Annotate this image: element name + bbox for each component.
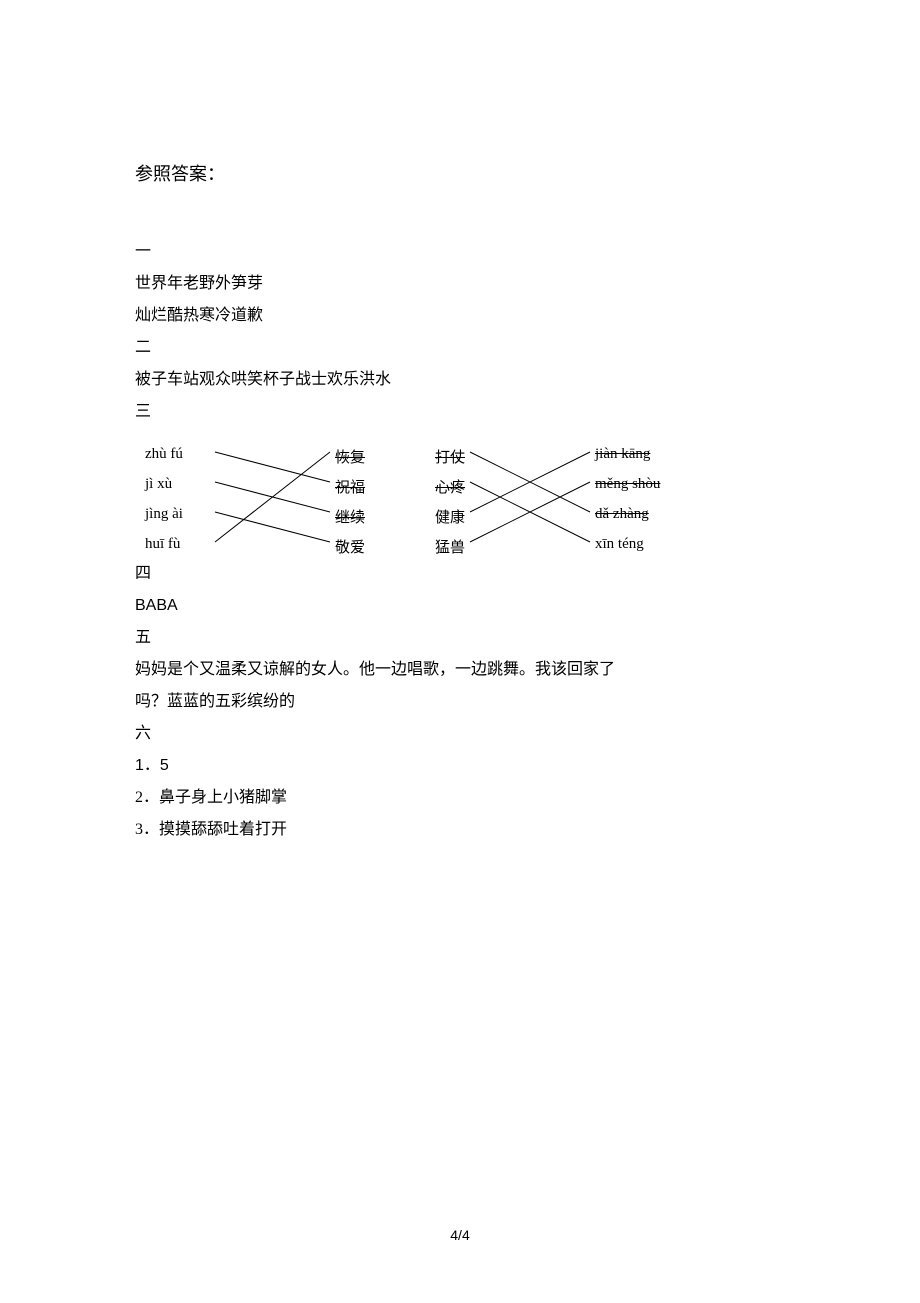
diagram-label: 敬爱 xyxy=(335,536,365,557)
section-five-line2: 吗？蓝蓝的五彩缤纷的 xyxy=(135,686,785,718)
section-two-line1: 被子车站观众哄笑杯子战士欢乐洪水 xyxy=(135,364,785,396)
page-footer: 4/4 xyxy=(0,1227,920,1243)
diagram-label: měng shòu xyxy=(595,476,660,493)
diagram-label: dǎ zhàng xyxy=(595,506,649,523)
page: 参照答案： 一 世界年老野外笋芽 灿烂酷热寒冷道歉 二 被子车站观众哄笑杯子战士… xyxy=(0,0,920,1303)
diagram-label: huī fù xyxy=(145,536,180,553)
section-six-line1: 1．5 xyxy=(135,750,785,782)
section-four-label: 四 xyxy=(135,558,785,590)
section-two-label: 二 xyxy=(135,332,785,364)
diagram-label: zhù fú xyxy=(145,446,183,463)
diagram-label: 继续 xyxy=(335,506,365,527)
section-six-line2: 2．鼻子身上小猪脚掌 xyxy=(135,782,785,814)
diagram-label: 恢复 xyxy=(335,446,365,467)
section-three-label: 三 xyxy=(135,396,785,428)
diagram-label: 健康 xyxy=(435,506,465,527)
section-one-line1: 世界年老野外笋芽 xyxy=(135,268,785,300)
matching-diagram: zhù fú 恢复 jì xù 祝福 jìng ài 继续 huī fù 敬爱 打仗 jiàn k… xyxy=(135,434,785,554)
diagram-label: 心疼 xyxy=(435,476,465,497)
diagram-label: jì xù xyxy=(145,476,172,493)
diagram-label: jiàn kāng xyxy=(595,446,650,463)
section-four-line1: BABA xyxy=(135,590,785,622)
section-five-label: 五 xyxy=(135,622,785,654)
section-one-line2: 灿烂酷热寒冷道歉 xyxy=(135,300,785,332)
section-one-label: 一 xyxy=(135,236,785,268)
section-five-line1: 妈妈是个又温柔又谅解的女人。他一边唱歌，一边跳舞。我该回家了 xyxy=(135,654,785,686)
section-six-label: 六 xyxy=(135,718,785,750)
diagram-label: jìng ài xyxy=(145,506,183,523)
diagram-label: 祝福 xyxy=(335,476,365,497)
diagram-label: xīn téng xyxy=(595,536,644,553)
answer-title: 参照答案： xyxy=(135,160,785,186)
diagram-label: 猛兽 xyxy=(435,536,465,557)
section-six-line3: 3．摸摸舔舔吐着打开 xyxy=(135,814,785,846)
diagram-label: 打仗 xyxy=(435,446,465,467)
